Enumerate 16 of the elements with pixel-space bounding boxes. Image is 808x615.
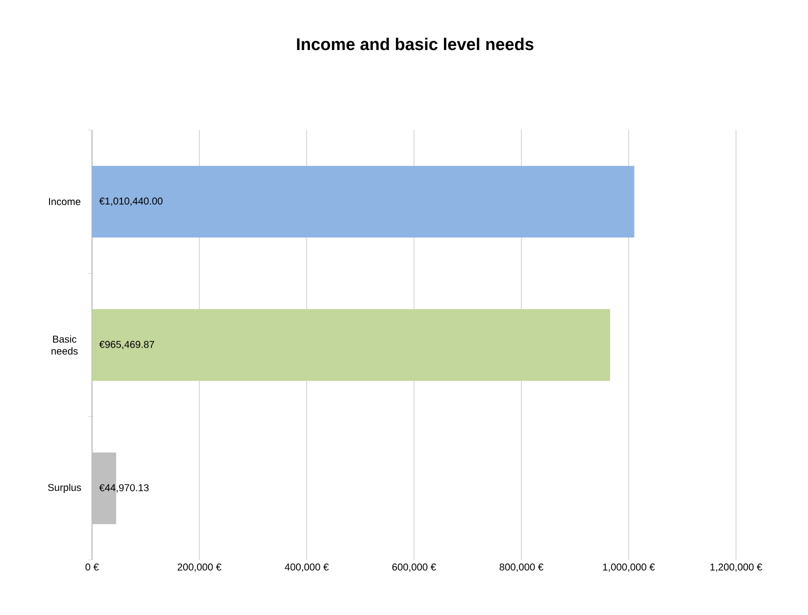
y-tick-label: Surplus [48,484,82,493]
x-tick-label: 800,000 € [500,564,544,572]
y-tick-label: Basic needs [52,335,78,355]
x-tick-label: 400,000 € [284,564,329,572]
x-tick-label: 600,000 € [392,564,436,572]
x-tick-label: 0 € [85,564,99,571]
bar [92,309,610,381]
chart-title: Income and basic level needs [297,38,534,50]
x-tick-label: 1,200,000 € [710,564,762,572]
bar [92,166,634,238]
data-label: €44,970.13 [99,484,149,492]
x-tick-label: 1,000,000 € [603,564,655,572]
data-label: €1,010,440.00 [99,198,163,206]
y-tick-label: Income [49,198,80,206]
x-tick-label: 200,000 € [178,564,222,572]
data-label: €965,469.87 [99,340,154,350]
